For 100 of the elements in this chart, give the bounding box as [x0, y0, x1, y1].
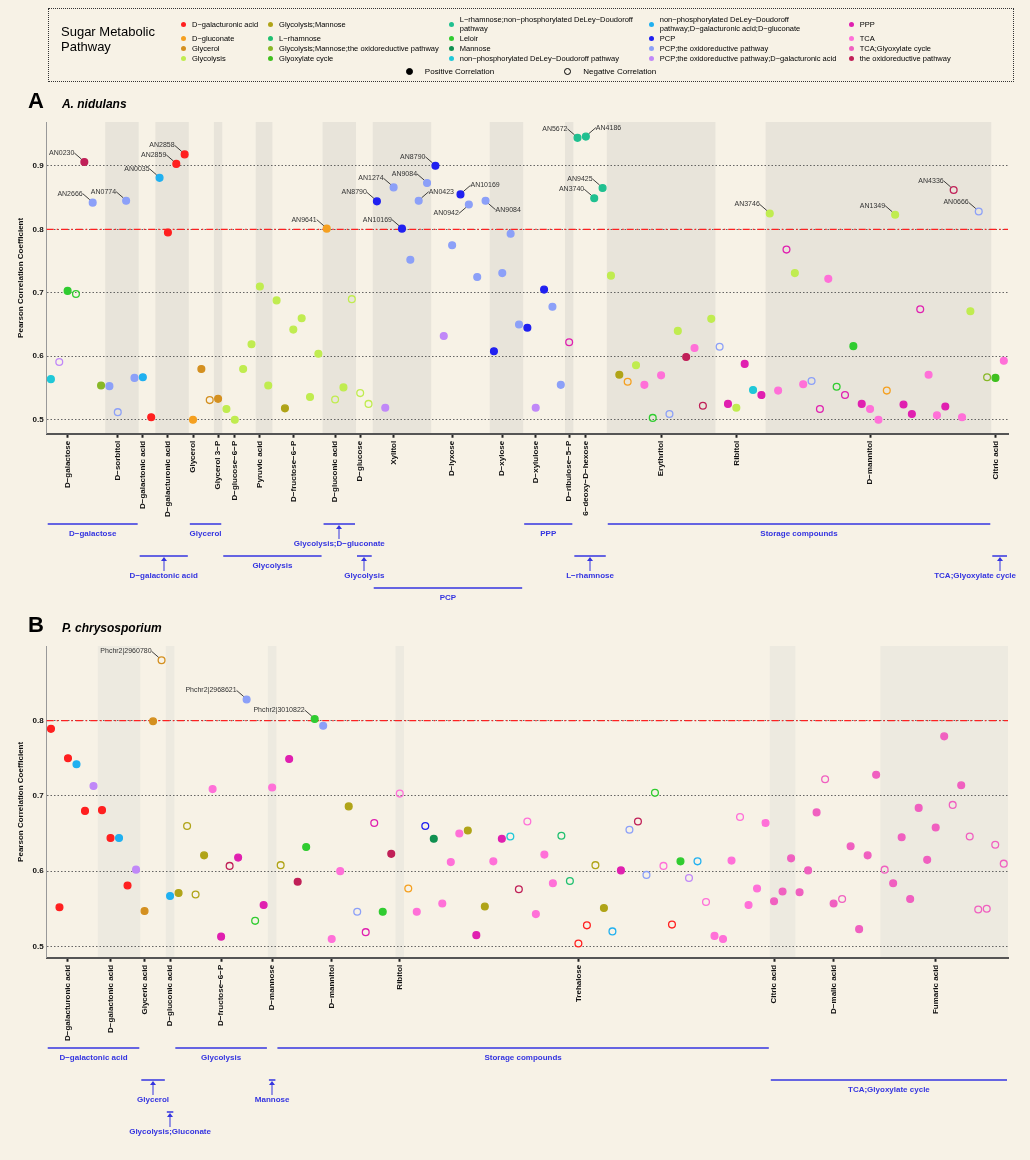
point: [940, 732, 949, 741]
point: [710, 931, 719, 940]
point: [625, 825, 634, 834]
x-tick-label: D−mannitol: [865, 440, 875, 485]
x-tick-label: Glycerol 3−P: [213, 440, 223, 490]
point: [735, 812, 745, 821]
point: [259, 900, 268, 910]
point: [795, 888, 804, 897]
point: [397, 224, 407, 233]
point: [264, 381, 273, 390]
x-tick-label: Glycerol: [188, 440, 198, 473]
x-tick-label: D−galactonic acid: [105, 964, 115, 1033]
point: [239, 364, 248, 374]
point: [949, 185, 958, 194]
point: [268, 783, 277, 792]
point: [247, 340, 256, 349]
text: TCA;Glyoxylate cycle: [934, 571, 1017, 581]
point: [914, 803, 923, 812]
point: [684, 873, 694, 882]
point: [285, 754, 294, 763]
point: [431, 161, 440, 170]
point: [623, 377, 632, 386]
point: [778, 887, 787, 896]
point: [889, 879, 898, 888]
point: [489, 857, 498, 866]
point: [222, 404, 231, 414]
point: [480, 902, 489, 911]
y-tick-label: 0.8: [32, 224, 45, 234]
point: [310, 714, 319, 724]
point: [302, 843, 311, 852]
point: [147, 413, 156, 422]
x-tick-label: D−xylulose: [530, 440, 540, 484]
point: [774, 386, 783, 395]
point: [71, 290, 81, 299]
point: [130, 373, 139, 382]
text: L−rhamnose: [566, 571, 615, 581]
point: [344, 802, 353, 811]
point: [599, 904, 608, 913]
text: Storage compounds: [484, 1053, 563, 1063]
point: [740, 359, 749, 368]
point: [812, 808, 821, 817]
point: [327, 934, 336, 943]
point: [648, 413, 657, 422]
x-tick-label: D−gluconic acid: [330, 440, 340, 503]
point: [999, 859, 1008, 868]
text: Glycolysis;Gluconate: [129, 1127, 212, 1137]
point: [421, 821, 430, 831]
point: [280, 404, 289, 413]
point: [498, 269, 507, 278]
x-tick-label: D−mannose: [267, 964, 277, 1011]
point: [832, 382, 841, 391]
point: [804, 866, 813, 875]
text: PCP: [439, 593, 457, 603]
point: [514, 885, 523, 894]
point: [907, 410, 916, 419]
point: [753, 884, 762, 893]
point: [188, 415, 198, 424]
point: [698, 401, 707, 410]
point: [205, 396, 214, 405]
point: [122, 196, 131, 205]
point: [540, 285, 549, 294]
point: [982, 904, 991, 913]
point: [642, 870, 651, 879]
x-tick-label: D−lyxose: [447, 440, 457, 477]
point: [138, 373, 147, 382]
point: [531, 910, 540, 919]
point: [659, 861, 668, 870]
text: Glycerol: [189, 529, 222, 539]
point: [166, 891, 175, 901]
point: [565, 876, 574, 885]
point: [523, 817, 532, 826]
point: [63, 754, 73, 763]
point: [790, 269, 799, 278]
point: [999, 356, 1008, 365]
point: [255, 282, 264, 291]
point: [55, 903, 64, 912]
text: B: [28, 612, 44, 638]
point: [749, 385, 758, 394]
point: [356, 389, 365, 398]
point: [72, 760, 81, 769]
point: [497, 834, 506, 843]
point: [464, 200, 473, 209]
x-tick-label: 6−deoxy−D−hexose: [581, 440, 591, 516]
x-tick-label: D−galactose: [62, 440, 72, 489]
point: [336, 867, 345, 876]
x-tick-label: D−glucose−6−P: [230, 440, 239, 501]
text: Positive Correlation: [424, 67, 495, 76]
point: [582, 921, 591, 930]
point: [364, 399, 373, 408]
point: [404, 884, 413, 893]
point: [347, 295, 356, 304]
point: [838, 894, 847, 904]
text: TCA;Glyoxylate cycle: [848, 1085, 931, 1095]
point: [849, 342, 858, 351]
point: [991, 373, 1000, 382]
text: Glycolysis: [201, 1053, 242, 1063]
point: [463, 826, 472, 835]
point: [874, 415, 883, 424]
point: [80, 806, 90, 815]
point: [707, 314, 716, 323]
